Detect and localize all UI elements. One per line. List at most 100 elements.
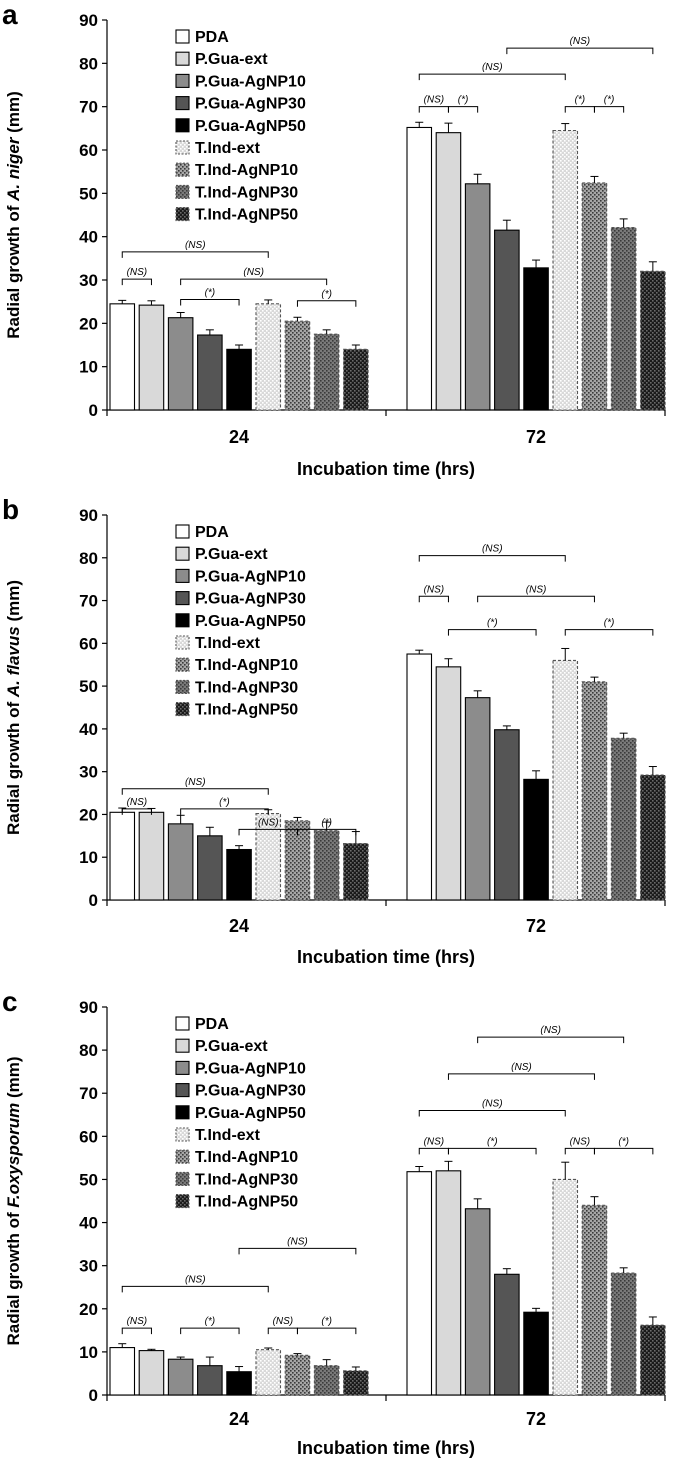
legend-swatch: [175, 702, 190, 717]
y-axis-title-suffix: (mm): [4, 1056, 23, 1102]
bar-t-ind-agnp50-24: [343, 842, 369, 901]
legend-swatch: [175, 1149, 190, 1164]
y-tick-label: 60: [79, 141, 98, 160]
bracket-label: (*): [205, 288, 216, 299]
bracket-line: [418, 595, 449, 603]
y-axis-title-prefix: Radial growth of: [4, 201, 23, 339]
bar-t-ind-ext-24: [255, 813, 282, 901]
bracket-label: (*): [604, 618, 615, 629]
legend-label: T.Ind-AgNP50: [195, 1194, 298, 1211]
bracket-label: (NS): [570, 1136, 591, 1147]
bar-p-gua-agnp10-72: [464, 697, 491, 901]
bar-p-gua-ext-24: [138, 304, 165, 411]
bracket-label: (NS): [127, 797, 148, 808]
legend-swatch: [175, 162, 190, 177]
bracket-line: [593, 106, 625, 113]
y-axis-title: Radial growth of A. flavus (mm): [4, 580, 23, 835]
legend-label: P.Gua-AgNP30: [195, 1083, 306, 1100]
y-axis-title-suffix: (mm): [4, 91, 23, 137]
y-tick-label: 0: [89, 1386, 98, 1405]
legend-label: P.Gua-ext: [195, 546, 268, 563]
y-axis-title: Radial growth of F.oxysporum (mm): [4, 1056, 23, 1345]
x-tick-label: 24: [229, 1409, 249, 1429]
significance-bracket: (*): [447, 618, 537, 636]
bracket-label: (NS): [424, 1136, 445, 1147]
significance-bracket: (NS): [238, 1236, 357, 1255]
bracket-line: [180, 808, 269, 815]
significance-bracket: (NS): [180, 267, 328, 286]
legend-label: T.Ind-AgNP10: [195, 1149, 298, 1166]
significance-bracket: (*): [447, 1136, 537, 1155]
bracket-line: [121, 808, 152, 815]
legend-label: T.Ind-AgNP10: [195, 162, 298, 179]
bracket-line: [238, 1247, 357, 1255]
legend-swatch: [175, 73, 190, 88]
bar-t-ind-agnp50-72: [640, 774, 666, 901]
bracket-line: [418, 73, 566, 81]
bracket-line: [447, 1073, 595, 1080]
y-tick-label: 10: [79, 358, 98, 377]
bar-t-ind-agnp30-24: [313, 830, 340, 901]
significance-bracket: (*): [180, 797, 269, 815]
bar-t-ind-ext-24: [255, 303, 282, 411]
bracket-label: (*): [458, 95, 469, 106]
bracket-label: (*): [604, 95, 615, 106]
legend: PDA P.Gua-ext P.Gua-AgNP10 P.Gua-AgNP30 P.Gu…: [175, 1016, 306, 1211]
significance-bracket: (*): [593, 1136, 654, 1155]
bracket-label: (NS): [127, 267, 148, 278]
legend-swatch: [175, 51, 190, 66]
panel-letter: b: [2, 494, 19, 525]
bracket-label: (*): [321, 1316, 332, 1327]
bracket-label: (*): [575, 95, 586, 106]
bracket-label: (NS): [243, 267, 264, 278]
y-tick-label: 70: [79, 1084, 98, 1103]
bracket-label: (NS): [482, 544, 503, 555]
legend-label: T.Ind-ext: [195, 140, 261, 157]
y-tick-label: 80: [79, 54, 98, 73]
legend-swatch: [175, 1105, 190, 1120]
legend-label: P.Gua-AgNP50: [195, 118, 306, 135]
bar-t-ind-agnp30-72: [610, 737, 637, 901]
y-tick-label: 70: [79, 592, 98, 611]
bracket-label: (NS): [185, 777, 206, 788]
bar-t-ind-agnp30-72: [610, 227, 637, 411]
x-axis-title: Incubation time (hrs): [297, 459, 475, 479]
chart-panel-b: b 0 10 20 30 40 50 60 70 80 90 (NS) (NS) (*) (NS) (*) (N…: [2, 494, 666, 967]
legend-label: P.Gua-AgNP50: [195, 613, 306, 630]
legend-swatch: [175, 1038, 190, 1053]
bar-pda-24: [109, 811, 136, 901]
significance-bracket: (NS): [564, 1136, 595, 1155]
bracket-line: [121, 1285, 269, 1293]
y-tick-label: 90: [79, 11, 98, 30]
bracket-line: [121, 278, 152, 286]
legend-swatch: [175, 140, 190, 155]
legend-label: P.Gua-AgNP30: [195, 96, 306, 113]
y-tick-label: 10: [79, 1343, 98, 1362]
legend-label: PDA: [195, 29, 229, 46]
significance-bracket: (NS): [506, 36, 654, 55]
legend-swatch: [175, 118, 190, 133]
bracket-line: [180, 299, 240, 306]
significance-bracket: (NS): [418, 62, 566, 81]
bar-pda-72: [406, 1171, 433, 1396]
bar-p-gua-agnp50-24: [226, 348, 252, 411]
bracket-label: (NS): [570, 36, 591, 47]
y-tick-label: 80: [79, 549, 98, 568]
bracket-label: (NS): [511, 1062, 532, 1073]
bracket-line: [564, 629, 654, 636]
bracket-label: (*): [321, 289, 332, 300]
bar-p-gua-ext-72: [435, 1170, 462, 1396]
legend-label: T.Ind-ext: [195, 1127, 261, 1144]
bar-p-gua-agnp10-72: [464, 1208, 491, 1396]
legend-label: P.Gua-AgNP10: [195, 1060, 306, 1077]
legend-label: T.Ind-AgNP30: [195, 184, 298, 201]
legend-swatch: [175, 1060, 190, 1075]
y-tick-label: 50: [79, 184, 98, 203]
y-tick-label: 30: [79, 1257, 98, 1276]
bracket-line: [267, 1327, 298, 1335]
legend-label: P.Gua-ext: [195, 1038, 268, 1055]
bar-p-gua-agnp10-24: [167, 823, 194, 901]
legend-swatch: [175, 613, 190, 628]
significance-bracket: (*): [593, 95, 625, 113]
